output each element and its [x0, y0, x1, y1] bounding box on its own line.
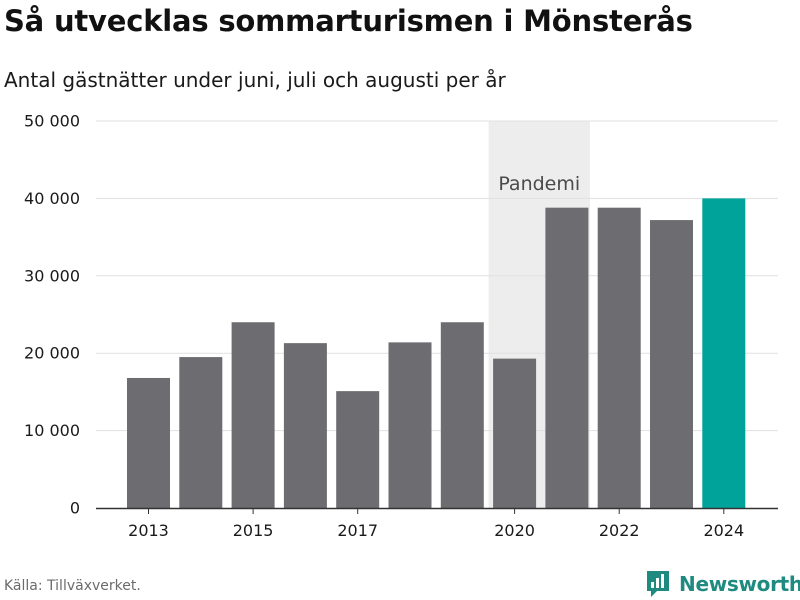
- bar: [702, 198, 746, 508]
- bar: [650, 220, 693, 508]
- x-tick-label: 2013: [128, 521, 169, 540]
- brand-logo: Newsworthy: [645, 569, 800, 599]
- bar: [283, 343, 327, 508]
- bar: [179, 357, 223, 508]
- y-tick-label: 0: [70, 499, 80, 518]
- bar: [597, 207, 641, 509]
- bar: [545, 207, 589, 509]
- x-tick-label: 2022: [599, 521, 640, 540]
- newsworthy-logo-icon: [647, 571, 669, 597]
- bar: [388, 342, 432, 508]
- annotation-layer: Pandemi: [498, 173, 580, 195]
- chart-subtitle: Antal gästnätter under juni, juli och au…: [4, 68, 506, 92]
- bar: [336, 391, 380, 508]
- annotation-label: Pandemi: [498, 173, 580, 195]
- x-tick-label: 2017: [337, 521, 378, 540]
- y-tick-label: 10 000: [24, 421, 80, 440]
- chart-title: Så utvecklas sommarturismen i Mönsterås: [4, 4, 693, 38]
- bar: [440, 322, 484, 508]
- bar: [231, 322, 275, 508]
- y-tick-label: 20 000: [24, 344, 80, 363]
- bar: [493, 358, 537, 508]
- y-tick-label: 50 000: [24, 112, 80, 131]
- y-axis-ticks: 0 10 000 20 000 30 000 40 000 50 000: [24, 112, 80, 518]
- x-axis-ticks: 2013 2015 2017 2020 2022 2024: [128, 508, 744, 540]
- brand-name: Newsworthy: [679, 572, 800, 596]
- x-tick-label: 2015: [233, 521, 274, 540]
- bars: [127, 198, 746, 509]
- y-tick-label: 40 000: [24, 189, 80, 208]
- y-tick-label: 30 000: [24, 266, 80, 285]
- source-note: Källa: Tillväxverket.: [4, 578, 141, 594]
- x-tick-label: 2024: [703, 521, 744, 540]
- bar: [127, 377, 170, 508]
- x-tick-label: 2020: [494, 521, 535, 540]
